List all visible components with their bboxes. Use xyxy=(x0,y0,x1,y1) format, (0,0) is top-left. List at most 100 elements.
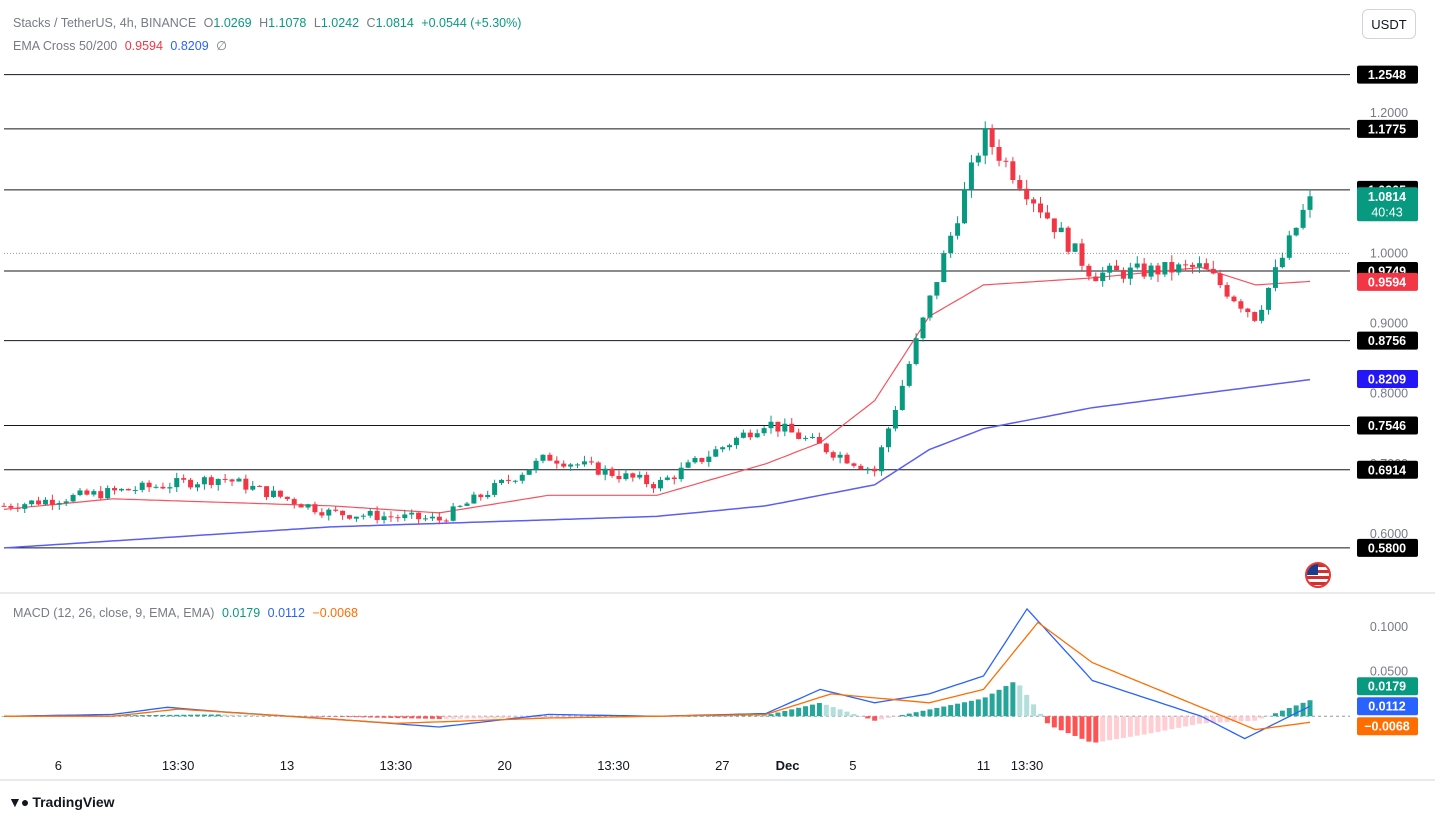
candle-body xyxy=(796,432,802,439)
candle-body xyxy=(1044,212,1050,219)
candle-body xyxy=(153,486,159,488)
tradingview-logo-icon: ▼● xyxy=(8,794,29,810)
macd-histogram-bar xyxy=(443,716,449,719)
candle-body xyxy=(485,494,491,498)
macd-histogram-bar xyxy=(1307,700,1313,717)
macd-histogram-bar xyxy=(554,716,560,718)
macd-histogram-bar xyxy=(1065,716,1071,734)
macd-histogram-bar xyxy=(1190,716,1196,726)
candle-body xyxy=(215,478,221,485)
candle-body xyxy=(899,385,905,411)
time-tick-label: 27 xyxy=(715,758,729,773)
macd-histogram-bar xyxy=(395,716,401,719)
candle-body xyxy=(1120,270,1126,279)
candle-body xyxy=(948,235,954,254)
candle-body xyxy=(823,443,829,453)
candle-body xyxy=(879,447,885,472)
candle-body xyxy=(56,503,62,505)
macd-histogram-bar xyxy=(948,705,954,717)
macd-histogram-bar xyxy=(215,714,221,717)
candle-body xyxy=(540,454,546,461)
macd-histogram-bar xyxy=(885,716,891,718)
candle-body xyxy=(222,478,228,480)
macd-histogram-bar xyxy=(333,716,339,717)
candle-body xyxy=(201,477,207,485)
macd-histogram-bar xyxy=(547,716,553,718)
macd-histogram-bar xyxy=(1058,716,1064,731)
us-flag-icon[interactable] xyxy=(1305,562,1331,588)
macd-histogram-bar xyxy=(740,715,746,717)
ema200-badge-label: 0.8209 xyxy=(1368,372,1406,386)
macd-histogram-bar xyxy=(782,710,788,717)
macd-histogram-bar xyxy=(132,715,138,717)
candle-body xyxy=(588,461,594,463)
macd-histogram-bar xyxy=(803,706,809,717)
candle-body xyxy=(42,499,48,505)
macd-histogram-bar xyxy=(568,716,574,718)
candle-body xyxy=(1086,265,1092,277)
candle-body xyxy=(36,500,42,505)
macd-histogram-bar xyxy=(754,715,760,717)
time-tick-label: 13 xyxy=(280,758,294,773)
macd-histogram-bar xyxy=(1252,716,1258,721)
macd-histogram-bar xyxy=(353,716,359,718)
brand-name: TradingView xyxy=(32,794,115,810)
candle-body xyxy=(1169,262,1175,273)
candle-body xyxy=(644,474,650,485)
price-tick-label: 0.6000 xyxy=(1370,527,1408,541)
candle-body xyxy=(568,464,574,467)
candle-body xyxy=(423,518,429,520)
candle-body xyxy=(1155,265,1161,275)
macd-signal-badge xyxy=(1357,717,1418,736)
low-label: L xyxy=(313,16,321,30)
macd-histogram-bar xyxy=(1079,716,1085,739)
candle-body xyxy=(174,478,180,488)
macd-histogram-bar xyxy=(1238,716,1244,722)
candle-body xyxy=(298,504,304,508)
currency-button[interactable]: USDT xyxy=(1362,9,1416,39)
symbol-title: Stacks / TetherUS, 4h, BINANCE xyxy=(13,16,197,30)
macd-histogram-bar xyxy=(1224,716,1230,723)
macd-histogram-bar xyxy=(1038,713,1044,717)
candle-body xyxy=(851,463,857,466)
candle-body xyxy=(713,449,719,457)
macd-histogram-bar xyxy=(796,707,802,717)
macd-histogram-bar xyxy=(727,715,733,717)
level-badge-label: 1.2548 xyxy=(1368,68,1406,82)
candle-body xyxy=(706,456,712,462)
macd-histogram-bar xyxy=(823,704,829,717)
candle-body xyxy=(975,155,981,163)
macd-histogram-bar xyxy=(381,716,387,718)
macd-histogram-bar xyxy=(1176,716,1182,728)
macd-histogram-bar xyxy=(1286,708,1292,717)
macd-histogram-bar xyxy=(464,716,470,719)
price-tick-label: 1.0000 xyxy=(1370,246,1408,260)
candle-body xyxy=(920,317,926,339)
candle-body xyxy=(353,516,359,519)
footer-brand[interactable]: ▼● TradingView xyxy=(8,794,115,810)
macd-histogram-bar xyxy=(512,716,518,719)
candle-body xyxy=(616,475,622,480)
candle-body xyxy=(934,282,940,296)
candle-body xyxy=(277,490,283,497)
macd-histogram-bar xyxy=(1031,704,1037,717)
candle-body xyxy=(291,499,297,505)
macd-histogram-bar xyxy=(1107,716,1113,741)
candle-body xyxy=(464,503,470,506)
candle-body xyxy=(609,468,615,476)
candle-body xyxy=(526,469,532,475)
macd-histogram-bar xyxy=(167,714,173,717)
candle-body xyxy=(270,490,276,498)
candle-body xyxy=(312,504,318,513)
candle-body xyxy=(1079,243,1085,266)
macd-histogram-bar xyxy=(1134,716,1140,736)
macd-histogram-bar xyxy=(920,710,926,717)
candle-body xyxy=(727,445,733,448)
ema50-badge-label: 0.9594 xyxy=(1368,275,1406,289)
candle-body xyxy=(865,468,871,470)
macd-histogram-bar xyxy=(388,716,394,718)
candle-body xyxy=(1231,296,1237,302)
candle-body xyxy=(409,512,415,515)
time-tick-label: 13:30 xyxy=(597,758,630,773)
